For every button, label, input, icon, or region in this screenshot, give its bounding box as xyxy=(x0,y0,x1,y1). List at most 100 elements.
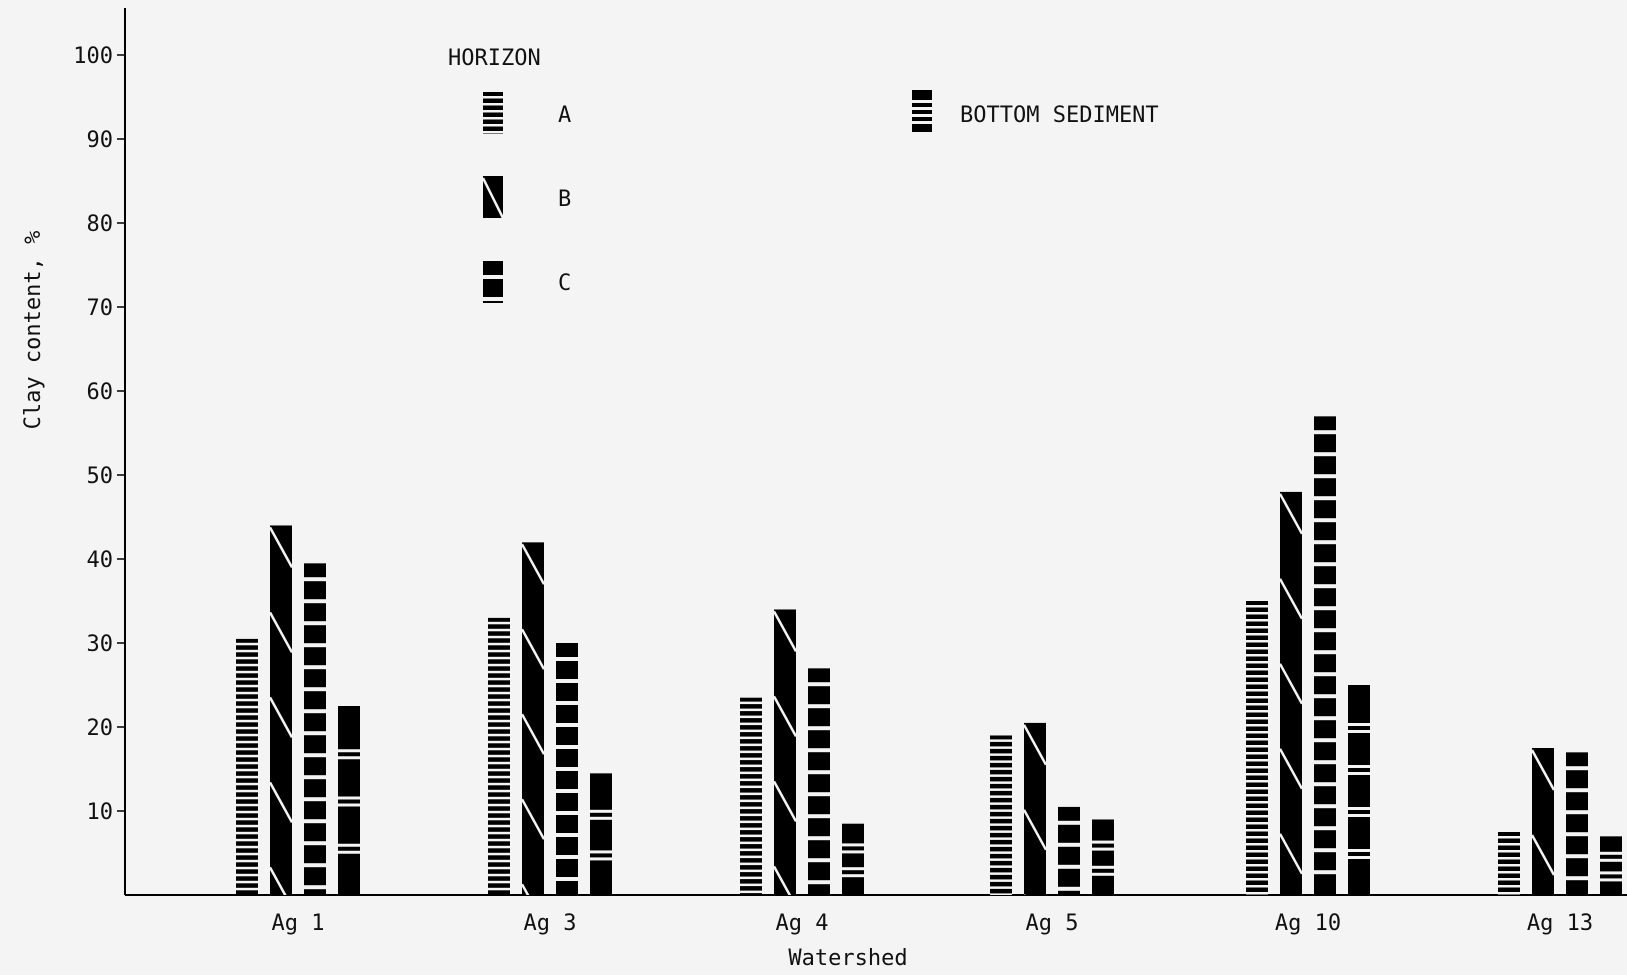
bar-stripe xyxy=(740,820,762,824)
bar-stripe xyxy=(236,838,258,842)
bar-stripe xyxy=(740,876,762,880)
legend-label: C xyxy=(558,271,571,296)
bar-stripe xyxy=(1246,661,1268,664)
bars xyxy=(236,416,1622,896)
bar-stripe xyxy=(774,865,792,896)
bar-stripe xyxy=(1348,730,1370,733)
bar-stripe xyxy=(270,696,292,739)
bar-fill xyxy=(1024,722,1046,895)
bar-stripe xyxy=(1246,829,1268,832)
bar-stripe xyxy=(1280,493,1302,535)
bar-stripe xyxy=(990,739,1012,742)
bar-stripe xyxy=(236,691,258,695)
bar-stripe xyxy=(1314,496,1336,501)
bar-stripe xyxy=(1246,717,1268,720)
bar-stripe xyxy=(1566,788,1588,793)
legend-item: BOTTOM SEDIMENT xyxy=(912,90,1159,132)
bar-stripe xyxy=(1246,780,1268,783)
bar xyxy=(842,823,864,895)
bar-stripe xyxy=(483,124,503,127)
bar xyxy=(1314,416,1336,895)
bar-stripe xyxy=(338,756,360,760)
legend-swatch xyxy=(483,176,503,218)
bar xyxy=(270,525,292,896)
bar-stripe xyxy=(236,754,258,758)
bar-fill xyxy=(590,773,612,895)
bar xyxy=(1058,806,1080,895)
bar-stripe xyxy=(740,855,762,859)
bar-stripe xyxy=(488,621,510,625)
bar-stripe xyxy=(1314,628,1336,633)
y-tick-label: 10 xyxy=(87,800,114,825)
bar-stripe xyxy=(1246,612,1268,615)
bar-stripe xyxy=(488,789,510,793)
bar-stripe xyxy=(808,880,830,885)
bar-stripe xyxy=(990,788,1012,791)
bar-stripe xyxy=(1246,885,1268,888)
bar-body xyxy=(270,525,292,896)
y-tick-label: 100 xyxy=(73,44,113,69)
bar-stripe xyxy=(1498,857,1520,860)
bar-fill xyxy=(1092,819,1114,895)
bar-stripe xyxy=(556,745,578,749)
bar-stripe xyxy=(236,712,258,716)
y-tick-label: 30 xyxy=(87,632,114,657)
bar-fill xyxy=(774,609,796,895)
bar-body xyxy=(488,617,510,895)
bar-stripe xyxy=(808,682,830,687)
bar-stripe xyxy=(1246,626,1268,629)
bar-stripe xyxy=(488,859,510,863)
bar-stripe xyxy=(1092,865,1114,869)
bar-stripe xyxy=(488,712,510,716)
bar-stripe xyxy=(1348,772,1370,775)
bar-stripe xyxy=(270,611,292,654)
bar-body xyxy=(990,735,1012,896)
bar-stripe xyxy=(556,767,578,771)
bar-stripe xyxy=(488,663,510,667)
bar-stripe xyxy=(304,643,326,648)
bar-stripe xyxy=(1246,668,1268,671)
bar-stripe xyxy=(740,771,762,775)
bar-stripe xyxy=(304,775,326,780)
bar-stripe xyxy=(488,649,510,653)
bar-stripe xyxy=(808,748,830,753)
bar-fill xyxy=(1246,601,1268,895)
bar-body xyxy=(556,643,578,895)
bar-stripe xyxy=(590,857,612,861)
bar-stripe xyxy=(488,782,510,786)
bar-body xyxy=(236,638,258,895)
bar-stripe xyxy=(740,799,762,803)
bar-stripe xyxy=(1498,843,1520,846)
bar-stripe xyxy=(304,731,326,736)
bar-stripe xyxy=(236,831,258,835)
bar-stripe xyxy=(236,775,258,779)
bar-fill xyxy=(1280,491,1302,895)
bar-stripe xyxy=(556,679,578,683)
bar-stripe xyxy=(1246,892,1268,895)
bar-stripe xyxy=(590,809,612,813)
x-axis-title: Watershed xyxy=(788,946,907,971)
bar-stripe xyxy=(1600,871,1622,875)
bar-fill xyxy=(1532,748,1554,895)
bar xyxy=(1024,722,1046,895)
bar-stripe xyxy=(808,858,830,863)
bar-stripe xyxy=(1600,851,1622,855)
bar-stripe xyxy=(808,836,830,841)
bar-stripe xyxy=(1024,809,1046,851)
bar-stripe xyxy=(1246,850,1268,853)
bar-stripe xyxy=(912,114,932,117)
bar-stripe xyxy=(740,869,762,873)
bar-fill xyxy=(1058,806,1080,895)
bar-stripe xyxy=(990,858,1012,861)
bar-stripe xyxy=(842,874,864,878)
bar-stripe xyxy=(338,796,360,800)
bar-fill xyxy=(270,525,292,895)
legend-item: C xyxy=(483,261,571,303)
bar-stripe xyxy=(774,695,796,738)
bar-body xyxy=(1280,491,1302,895)
bar-stripe xyxy=(808,792,830,797)
bar-stripe xyxy=(304,841,326,846)
bar-stripe xyxy=(1246,633,1268,636)
x-axis: Ag 1 Ag 3 Ag 4 Ag 5 Ag 10 Ag 13 xyxy=(125,894,1627,936)
bar-fill xyxy=(483,261,503,303)
